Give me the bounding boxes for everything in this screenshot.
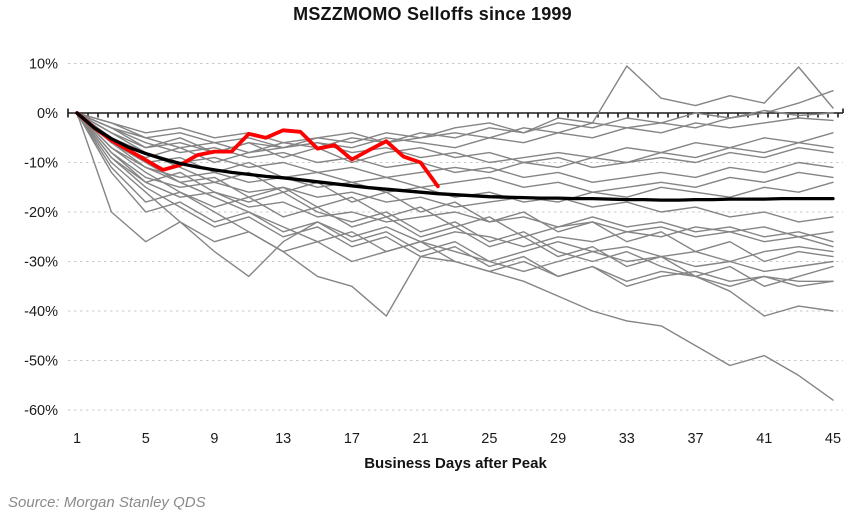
y-tick-label: -50%	[24, 354, 58, 370]
historical-selloff-22-line	[76, 112, 834, 287]
historical-selloff-04-line	[76, 112, 834, 179]
historical-selloff-02-line	[76, 89, 834, 154]
historical-selloff-20-line	[76, 112, 834, 169]
source-note: Source: Morgan Stanley QDS	[8, 494, 206, 511]
x-tick-label: 9	[210, 431, 218, 447]
average-selloff-line	[75, 111, 835, 202]
y-tick-label: -10%	[24, 156, 58, 172]
y-tick-label: -30%	[24, 255, 58, 271]
historical-selloff-12-line	[76, 112, 834, 317]
historical-selloff-08-line	[76, 112, 834, 278]
historical-selloff-03-line	[76, 112, 834, 144]
historical-selloff-17-line	[76, 109, 834, 164]
chart-title: MSZZMOMO Selloffs since 1999	[293, 4, 572, 24]
x-tick-label: 37	[687, 431, 703, 447]
y-tick-label: -40%	[24, 304, 58, 320]
historical-selloff-16-line	[76, 112, 834, 273]
historical-selloff-15-line	[76, 112, 834, 184]
x-axis-title: Business Days after Peak	[364, 455, 547, 472]
y-tick-label: 10%	[29, 57, 58, 73]
historical-selloff-19-line	[76, 112, 834, 164]
historical-selloff-07-line	[76, 112, 834, 248]
historical-selloff-01-line	[76, 65, 834, 154]
historical-selloff-10-line	[76, 112, 834, 287]
y-tick-label: 0%	[37, 106, 58, 122]
historical-selloff-21-line	[76, 112, 834, 238]
historical-selloff-06-line	[76, 112, 834, 208]
current-selloff-line	[75, 111, 440, 189]
x-tick-label: 29	[550, 431, 566, 447]
historical-selloff-11-line	[76, 112, 834, 401]
x-tick-label: 33	[619, 431, 635, 447]
x-tick-label: 21	[413, 431, 429, 447]
historical-selloff-14-line	[76, 112, 834, 263]
x-tick-label: 41	[756, 431, 772, 447]
y-tick-label: -60%	[24, 403, 58, 419]
historical-selloff-13-line	[76, 112, 834, 223]
zero-axis	[67, 108, 844, 118]
x-tick-label: 25	[481, 431, 497, 447]
x-tick-label: 13	[275, 431, 291, 447]
x-tick-label: 17	[344, 431, 360, 447]
x-tick-label: 1	[73, 431, 81, 447]
y-tick-label: -20%	[24, 205, 58, 221]
x-tick-label: 45	[825, 431, 841, 447]
x-tick-label: 5	[142, 431, 150, 447]
